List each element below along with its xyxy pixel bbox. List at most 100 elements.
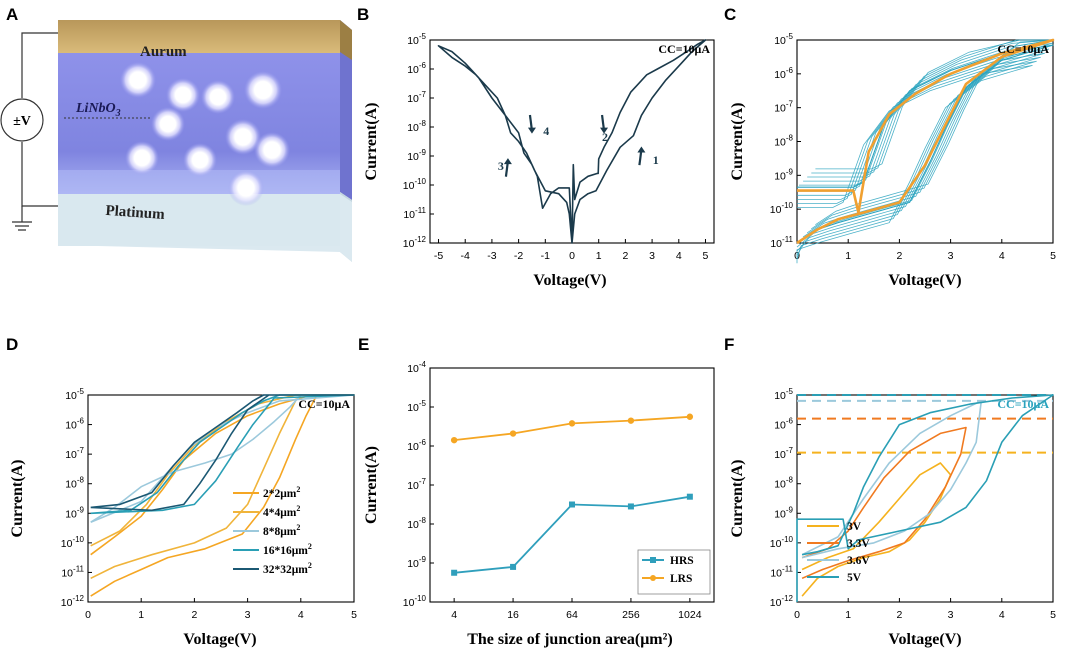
y-tick-label: 10-5 xyxy=(407,32,426,47)
x-tick-label: 5 xyxy=(1050,250,1056,262)
vacancy-glow xyxy=(120,62,156,98)
x-tick-label: 1024 xyxy=(678,609,702,621)
series-line xyxy=(90,394,355,512)
cycle-line xyxy=(806,39,1054,234)
x-tick-label: 2 xyxy=(896,250,902,262)
y-tick-label: 10-9 xyxy=(774,505,793,520)
sweep-arrow-head xyxy=(600,127,609,134)
gold-electrode xyxy=(58,20,340,53)
x-tick-label: 1 xyxy=(596,250,602,262)
y-tick-label: 10-12 xyxy=(61,594,85,609)
legend-label: 3.3V xyxy=(847,538,870,550)
x-axis-label: Voltage(V) xyxy=(888,272,961,289)
x-tick-label: 5 xyxy=(1050,609,1056,621)
x-axis-label: Voltage(V) xyxy=(888,631,961,648)
legend-label: 8*8μm2 xyxy=(263,523,300,538)
x-tick-label: 3 xyxy=(649,250,655,262)
x-tick-label: 2 xyxy=(191,609,197,621)
y-tick-label: 10-10 xyxy=(403,177,427,192)
x-tick-label: -1 xyxy=(541,250,550,262)
y-tick-label: 10-7 xyxy=(407,90,426,105)
x-tick-label: 4 xyxy=(999,609,1005,621)
x-tick-label: 0 xyxy=(85,609,91,621)
legend-label: 3.6V xyxy=(847,555,870,567)
legend-label: LRS xyxy=(670,573,692,585)
x-tick-label: -4 xyxy=(461,250,470,262)
y-tick-label: 10-9 xyxy=(65,505,84,520)
panel-label-b: B xyxy=(357,5,369,24)
series-line xyxy=(90,394,355,523)
x-axis-label: Voltage(V) xyxy=(183,631,256,648)
legend-marker xyxy=(650,557,656,563)
voltage-source-label: ±V xyxy=(13,114,31,129)
y-tick-label: 10-6 xyxy=(65,417,84,432)
legend-label: 3V xyxy=(847,521,862,533)
y-tick-label: 10-7 xyxy=(407,477,426,492)
vacancy-glow xyxy=(254,132,290,168)
series-line xyxy=(796,38,1055,245)
cycle-line xyxy=(815,39,1054,226)
cycle-line xyxy=(796,65,1033,264)
y-tick-label: 10-6 xyxy=(774,417,793,432)
y-tick-label: 10-12 xyxy=(403,235,427,250)
series-line xyxy=(796,44,1054,244)
x-axis-label: The size of junction area(μm²) xyxy=(467,631,673,648)
sweep-arrow-head xyxy=(637,146,646,153)
x-tick-label: 4 xyxy=(451,609,457,621)
y-tick-label: 10-11 xyxy=(770,235,793,250)
panel-label-d: D xyxy=(6,335,18,354)
y-tick-label: 10-10 xyxy=(770,535,794,550)
y-tick-label: 10-8 xyxy=(407,119,426,134)
compliance-annotation: CC=10μA xyxy=(658,42,710,56)
plot-frame xyxy=(87,394,355,603)
y-tick-label: 10-5 xyxy=(407,399,426,414)
y-tick-label: 10-6 xyxy=(774,66,793,81)
x-tick-label: 0 xyxy=(794,609,800,621)
x-tick-label: 4 xyxy=(676,250,682,262)
voltage-source-icon xyxy=(0,98,44,142)
cycle-line xyxy=(798,42,1054,242)
sweep-label: 2 xyxy=(602,130,608,144)
y-tick-label: 10-10 xyxy=(61,535,85,550)
y-tick-label: 10-7 xyxy=(774,446,793,461)
data-point xyxy=(450,436,458,444)
y-tick-label: 10-11 xyxy=(403,206,426,221)
chart-panel-e: E 10-10 10-9 10-8 10-7 10-6 10-5 10-4 4 16 64 256 10… xyxy=(358,335,715,648)
x-tick-label: 1 xyxy=(845,609,851,621)
y-tick-label: 10-9 xyxy=(774,167,793,182)
x-tick-label: 1 xyxy=(138,609,144,621)
oxygen-vacancies xyxy=(120,62,290,206)
sweep-arrow-head xyxy=(503,158,512,165)
y-tick-label: 10-5 xyxy=(774,387,793,402)
x-tick-label: 4 xyxy=(999,250,1005,262)
y-tick-label: 10-7 xyxy=(774,100,793,115)
compliance-annotation: CC=10μA xyxy=(997,397,1049,411)
sweep-arrow-head xyxy=(527,127,536,134)
chart-panel-f: F 10-12 10-11 10-10 10-9 10-8 10-7 10-6 10-5 0 1 2 3… xyxy=(724,335,1056,648)
compliance-annotation: CC=10μA xyxy=(298,397,350,411)
data-point xyxy=(509,430,517,437)
x-tick-label: 16 xyxy=(507,609,519,621)
sweep-label: 3 xyxy=(498,159,504,173)
legend-label: 5V xyxy=(847,572,862,584)
x-tick-label: 256 xyxy=(622,609,640,621)
x-tick-label: 0 xyxy=(569,250,575,262)
x-tick-label: 64 xyxy=(566,609,578,621)
y-axis-label: Current(A) xyxy=(9,460,26,538)
x-axis-label: Voltage(V) xyxy=(533,272,606,289)
vacancy-glow xyxy=(125,141,159,175)
vacancy-glow xyxy=(225,119,261,155)
legend-label: 32*32μm2 xyxy=(263,561,312,576)
x-tick-label: 3 xyxy=(948,250,954,262)
legend-label: 4*4μm2 xyxy=(263,504,300,519)
y-tick-label: 10-8 xyxy=(774,476,793,491)
y-tick-label: 10-8 xyxy=(65,476,84,491)
y-tick-label: 10-12 xyxy=(770,594,794,609)
y-tick-label: 10-5 xyxy=(774,32,793,47)
legend-label: HRS xyxy=(670,555,694,567)
legend-marker xyxy=(650,575,656,581)
